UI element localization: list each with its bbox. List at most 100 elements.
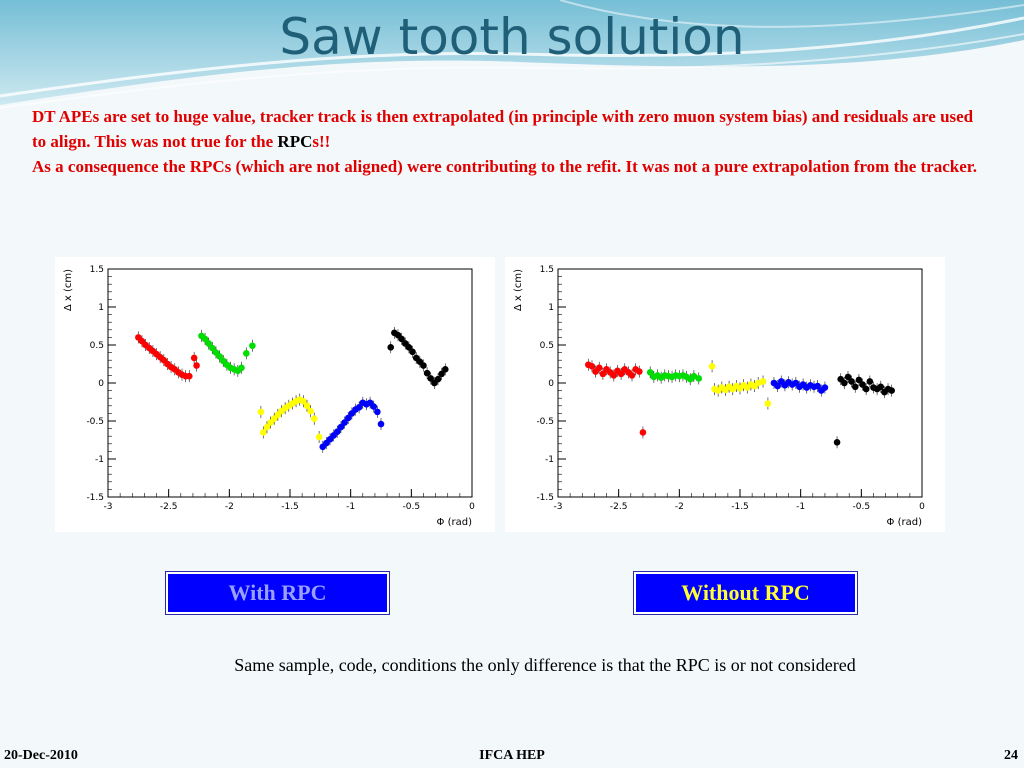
data-point xyxy=(374,408,381,416)
data-point xyxy=(387,343,395,351)
paragraph-1-text: DT APEs are set to huge value, tracker t… xyxy=(32,107,974,151)
data-point xyxy=(599,370,607,378)
x-tick-label: -3 xyxy=(104,502,113,512)
x-tick-label: -1 xyxy=(346,502,355,512)
data-point xyxy=(249,342,256,350)
rpc-highlight: RPC xyxy=(277,132,313,151)
data-point xyxy=(205,340,213,347)
data-point xyxy=(442,366,449,373)
data-point xyxy=(855,376,863,384)
data-point xyxy=(841,379,848,387)
y-tick-label: 0.5 xyxy=(90,341,104,351)
x-tick-label: -1.5 xyxy=(281,502,299,512)
x-tick-label: -2.5 xyxy=(160,502,178,512)
data-point xyxy=(260,429,267,436)
slide-title: Saw tooth solution xyxy=(279,8,745,66)
y-tick-label: -1 xyxy=(95,455,104,465)
y-tick-label: -1 xyxy=(545,455,554,465)
data-point xyxy=(695,375,703,382)
data-point xyxy=(764,400,772,407)
data-point xyxy=(595,364,603,372)
data-point xyxy=(190,354,198,362)
data-point xyxy=(315,433,323,441)
data-point xyxy=(610,372,618,379)
x-tick-label: 0 xyxy=(469,502,475,512)
without-rpc-label: Without RPC xyxy=(634,572,857,614)
data-point xyxy=(409,348,416,356)
data-point xyxy=(427,375,435,382)
y-tick-label: -1.5 xyxy=(86,493,104,503)
x-tick-label: 0 xyxy=(919,502,925,512)
data-point xyxy=(708,362,716,370)
x-axis-label: Φ (rad) xyxy=(437,517,473,528)
with-rpc-label: With RPC xyxy=(166,572,389,614)
data-point xyxy=(646,369,654,376)
x-tick-label: -3 xyxy=(554,502,563,512)
y-axis-label: Δ x (cm) xyxy=(513,269,524,311)
x-tick-label: -2 xyxy=(225,502,234,512)
data-point xyxy=(405,343,413,351)
chart-without-rpc-svg: -3 -2.5 -2 -1.5 -1 -0.5 0 -1.5 -1 -0.5 0 0.5 1 1.5 Φ (… xyxy=(513,265,925,528)
x-axis-label: Φ (rad) xyxy=(887,517,923,528)
data-point xyxy=(243,350,250,357)
data-point xyxy=(862,385,870,393)
data-point xyxy=(814,382,821,390)
data-point xyxy=(635,368,643,375)
data-point xyxy=(438,370,445,378)
data-point xyxy=(209,344,216,352)
x-tick-label: -1.5 xyxy=(731,502,749,512)
data-point xyxy=(423,369,431,377)
data-point xyxy=(377,420,385,428)
data-point xyxy=(774,382,781,390)
paragraph-1-end: s!! xyxy=(312,132,331,151)
chart-with-rpc-svg: -3 -2.5 -2 -1.5 -1 -0.5 0 -1.5 -1 -0.5 0 0.5 1 1.5 Φ (… xyxy=(63,265,475,528)
data-point xyxy=(193,362,200,369)
data-point xyxy=(588,362,596,370)
data-point xyxy=(216,353,223,360)
paragraph-2-text: As a consequence the RPCs (which are not… xyxy=(32,157,977,176)
data-point xyxy=(859,381,866,388)
comparison-note: Same sample, code, conditions the only d… xyxy=(234,655,856,675)
data-point xyxy=(263,423,271,431)
data-point xyxy=(851,383,859,391)
data-point xyxy=(844,373,852,381)
x-tick-label: -2.5 xyxy=(610,502,628,512)
y-tick-label: 1.5 xyxy=(540,265,554,275)
data-point xyxy=(434,375,442,383)
data-point xyxy=(201,335,209,343)
y-tick-label: -0.5 xyxy=(86,417,104,427)
chart-without-rpc: -3 -2.5 -2 -1.5 -1 -0.5 0 -1.5 -1 -0.5 0 0.5 1 1.5 Φ (… xyxy=(505,257,945,532)
footer-date: 20-Dec-2010 xyxy=(4,748,78,763)
footer-center: IFCA HEP xyxy=(479,748,545,763)
data-point xyxy=(617,370,625,378)
x-tick-label: -1 xyxy=(796,502,805,512)
data-point xyxy=(866,378,874,385)
data-point xyxy=(639,429,647,436)
x-tick-label: -0.5 xyxy=(853,502,871,512)
data-point xyxy=(420,362,427,369)
data-point xyxy=(334,428,341,435)
y-tick-label: 0 xyxy=(98,379,104,389)
data-point xyxy=(185,372,193,380)
y-tick-label: 0.5 xyxy=(540,341,554,351)
data-point xyxy=(257,408,265,416)
data-point xyxy=(398,335,405,343)
data-point xyxy=(628,372,636,379)
x-tick-label: -2 xyxy=(675,502,684,512)
chart-with-rpc: -3 -2.5 -2 -1.5 -1 -0.5 0 -1.5 -1 -0.5 0 0.5 1 1.5 Φ (… xyxy=(55,257,495,532)
y-tick-label: -0.5 xyxy=(536,417,554,427)
data-point xyxy=(307,407,314,415)
data-point xyxy=(303,402,311,410)
data-point xyxy=(848,378,855,385)
y-tick-label: 1 xyxy=(98,303,104,313)
y-tick-label: 1.5 xyxy=(90,265,104,275)
data-point xyxy=(833,438,841,446)
data-point xyxy=(355,404,363,411)
y-tick-label: 0 xyxy=(548,379,554,389)
data-point xyxy=(238,364,245,372)
page-number: 24 xyxy=(1004,748,1018,763)
data-point xyxy=(300,397,307,405)
y-tick-label: 1 xyxy=(548,303,554,313)
data-point xyxy=(821,384,829,391)
data-point xyxy=(310,415,318,423)
